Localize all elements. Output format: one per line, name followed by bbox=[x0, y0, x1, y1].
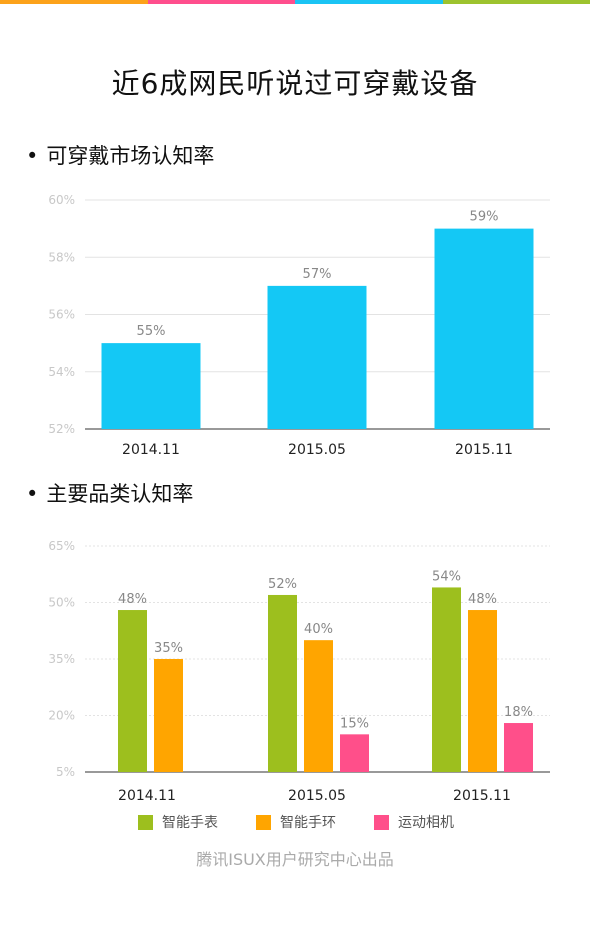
x-category-label: 2015.11 bbox=[455, 442, 513, 458]
bar bbox=[268, 594, 297, 772]
bar bbox=[434, 228, 534, 429]
y-tick-label: 52% bbox=[48, 422, 75, 436]
bar bbox=[118, 610, 147, 772]
bar bbox=[267, 285, 367, 429]
bar-value-label: 40% bbox=[304, 622, 333, 637]
legend-swatch-watch bbox=[138, 814, 153, 830]
bullet-icon: • bbox=[26, 144, 39, 168]
credit-text: 腾讯ISUX用户研究中心出品 bbox=[196, 850, 394, 869]
legend-label-camera: 运动相机 bbox=[398, 815, 454, 831]
top-bar-segment-pink bbox=[147, 0, 295, 4]
legend-swatch-camera bbox=[374, 814, 389, 830]
chart2-section-title: • 主要品类认知率 bbox=[26, 478, 193, 508]
x-category-label: 2015.05 bbox=[288, 442, 346, 458]
legend-item-watch: 智能手表 bbox=[138, 812, 218, 832]
bar bbox=[504, 723, 533, 772]
chart2-title: 主要品类认知率 bbox=[46, 482, 194, 506]
top-bar-segment-blue bbox=[295, 0, 443, 4]
legend-label-band: 智能手环 bbox=[280, 815, 336, 831]
category-awareness-chart: 5% 20% 35% 50% 65% 48% 35% 2014.11 52% 40% 15% 2015… bbox=[48, 539, 550, 804]
bar-value-label: 18% bbox=[504, 705, 533, 720]
chart1-section-title: • 可穿戴市场认知率 bbox=[26, 140, 214, 170]
chart1-title: 可穿戴市场认知率 bbox=[46, 144, 215, 168]
bar-value-label: 55% bbox=[137, 324, 166, 339]
y-tick-label: 35% bbox=[48, 652, 75, 666]
page-title: 近6成网民听说过可穿戴设备 bbox=[111, 67, 479, 100]
bar bbox=[468, 610, 497, 772]
y-tick-label: 54% bbox=[48, 365, 75, 379]
bar-value-label: 48% bbox=[468, 592, 497, 607]
x-category-label: 2014.11 bbox=[122, 442, 180, 458]
x-category-label: 2014.11 bbox=[118, 788, 176, 804]
y-tick-label: 5% bbox=[56, 765, 75, 779]
bar bbox=[101, 343, 201, 429]
top-bar-segment-green bbox=[442, 0, 590, 4]
y-tick-label: 58% bbox=[48, 250, 75, 264]
bar bbox=[304, 640, 333, 772]
bar-value-label: 57% bbox=[303, 267, 332, 282]
bar-value-label: 59% bbox=[470, 210, 499, 225]
top-color-bar bbox=[0, 0, 590, 4]
bar bbox=[154, 659, 183, 772]
bar-value-label: 48% bbox=[118, 592, 147, 607]
legend-item-camera: 运动相机 bbox=[374, 812, 454, 832]
legend-swatch-band bbox=[256, 814, 271, 830]
bar-value-label: 35% bbox=[154, 641, 183, 656]
legend-label-watch: 智能手表 bbox=[162, 815, 218, 831]
legend-item-band: 智能手环 bbox=[256, 812, 336, 832]
bar-value-label: 52% bbox=[268, 577, 297, 592]
top-bar-segment-orange bbox=[0, 0, 148, 4]
x-category-label: 2015.11 bbox=[453, 788, 511, 804]
wearable-awareness-chart: 52% 54% 56% 58% 60% 55% 2014.11 57% 2015.05 59% 20… bbox=[48, 193, 550, 458]
bar bbox=[340, 734, 369, 772]
bar-value-label: 15% bbox=[340, 716, 369, 731]
y-tick-label: 56% bbox=[48, 308, 75, 322]
y-tick-label: 60% bbox=[48, 193, 75, 207]
bar bbox=[432, 587, 461, 772]
chart2-legend: 智能手表 智能手环 运动相机 bbox=[138, 812, 454, 832]
y-tick-label: 50% bbox=[48, 596, 75, 610]
y-tick-label: 20% bbox=[48, 709, 75, 723]
bullet-icon: • bbox=[26, 482, 39, 506]
bar-value-label: 54% bbox=[432, 569, 461, 584]
x-category-label: 2015.05 bbox=[288, 788, 346, 804]
y-tick-label: 65% bbox=[48, 539, 75, 553]
